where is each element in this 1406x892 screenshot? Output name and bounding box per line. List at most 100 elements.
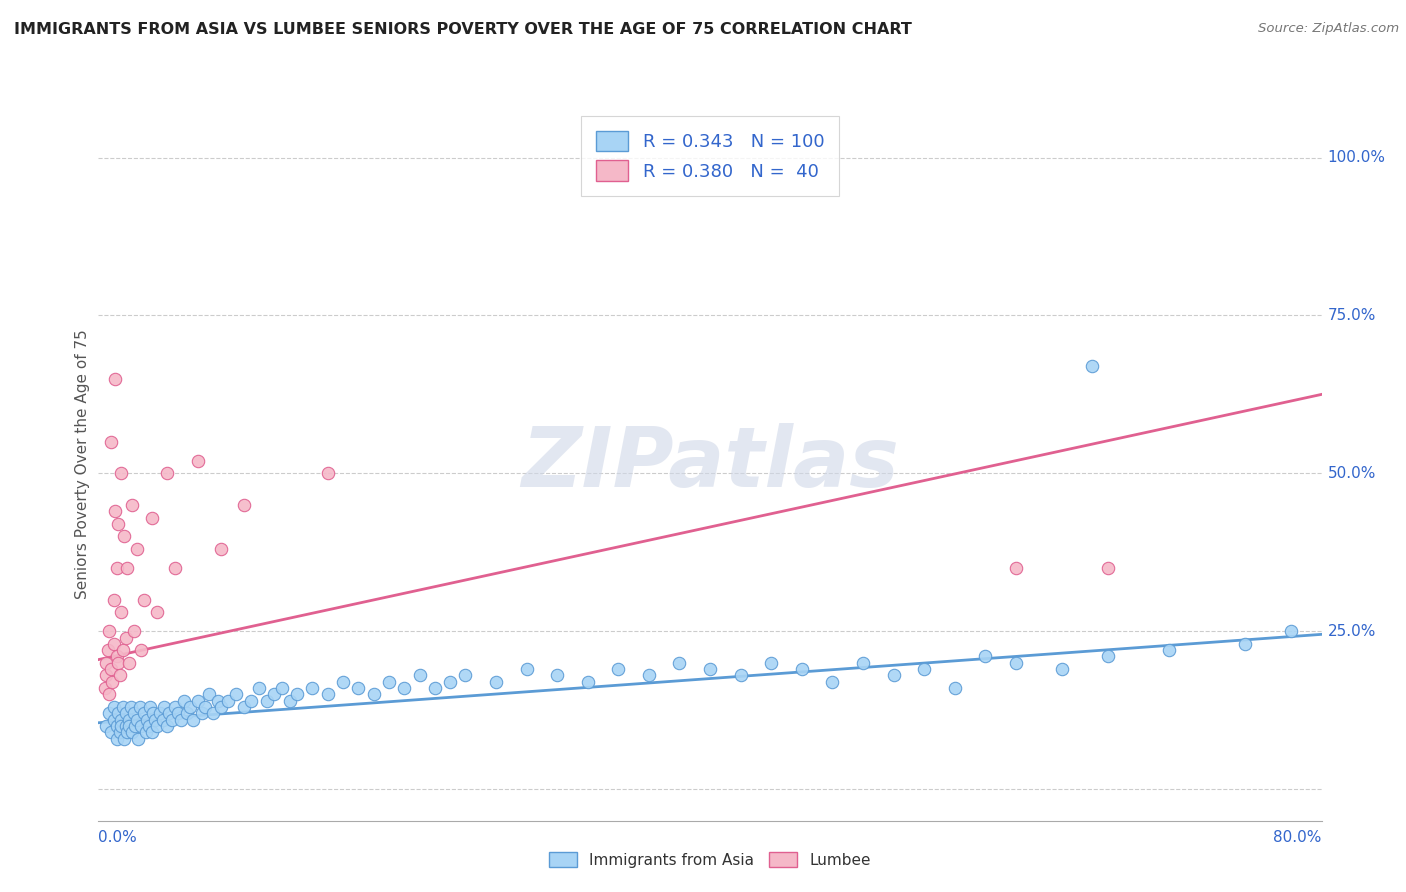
Point <box>111 643 134 657</box>
Point <box>160 713 183 727</box>
Point <box>141 510 163 524</box>
Legend: Immigrants from Asia, Lumbee: Immigrants from Asia, Lumbee <box>543 846 877 873</box>
Point <box>145 719 167 733</box>
Point <box>105 719 128 733</box>
Point <box>143 713 166 727</box>
Point <box>108 668 131 682</box>
Point <box>107 706 129 721</box>
Point <box>240 693 263 707</box>
Point <box>316 467 339 481</box>
Point <box>202 706 225 721</box>
Point <box>576 674 599 689</box>
Point <box>173 693 195 707</box>
Text: 100.0%: 100.0% <box>1327 150 1386 165</box>
Point <box>247 681 270 695</box>
Point <box>104 371 127 385</box>
Text: ZIPatlas: ZIPatlas <box>522 424 898 504</box>
Point <box>145 605 167 619</box>
Text: IMMIGRANTS FROM ASIA VS LUMBEE SENIORS POVERTY OVER THE AGE OF 75 CORRELATION CH: IMMIGRANTS FROM ASIA VS LUMBEE SENIORS P… <box>14 22 912 37</box>
Point <box>124 719 146 733</box>
Point <box>110 467 132 481</box>
Point <box>1081 359 1104 373</box>
Point <box>167 706 190 721</box>
Point <box>118 713 141 727</box>
Point <box>135 725 157 739</box>
Point <box>423 681 446 695</box>
Point <box>332 674 354 689</box>
Point <box>1050 662 1073 676</box>
Point <box>110 713 132 727</box>
Point <box>142 706 165 721</box>
Point <box>156 467 179 481</box>
Y-axis label: Seniors Poverty Over the Age of 75: Seniors Poverty Over the Age of 75 <box>75 329 90 599</box>
Point <box>759 656 782 670</box>
Text: Source: ZipAtlas.com: Source: ZipAtlas.com <box>1258 22 1399 36</box>
Point <box>97 643 120 657</box>
Point <box>263 687 285 701</box>
Point <box>232 700 254 714</box>
Point <box>170 713 193 727</box>
Point <box>110 719 132 733</box>
Point <box>347 681 370 695</box>
Point <box>181 713 204 727</box>
Point <box>105 561 128 575</box>
Point <box>107 656 129 670</box>
Point <box>316 687 339 701</box>
Point <box>943 681 966 695</box>
Point <box>217 693 239 707</box>
Point <box>104 504 127 518</box>
Point <box>122 624 145 639</box>
Point <box>439 674 461 689</box>
Point <box>730 668 752 682</box>
Point <box>134 592 156 607</box>
Point <box>103 592 125 607</box>
Point <box>101 674 124 689</box>
Point <box>225 687 247 701</box>
Point <box>156 719 179 733</box>
Point <box>392 681 416 695</box>
Point <box>883 668 905 682</box>
Point <box>1097 649 1119 664</box>
Point <box>125 542 148 557</box>
Point <box>256 693 278 707</box>
Point <box>105 731 128 746</box>
Point <box>301 681 323 695</box>
Point <box>209 542 232 557</box>
Point <box>187 453 209 467</box>
Point <box>115 706 138 721</box>
Point <box>1157 643 1180 657</box>
Point <box>125 713 148 727</box>
Point <box>112 529 135 543</box>
Point <box>94 668 117 682</box>
Point <box>141 725 163 739</box>
Point <box>912 662 935 676</box>
Text: 25.0%: 25.0% <box>1327 624 1376 639</box>
Point <box>100 434 122 449</box>
Point <box>103 713 125 727</box>
Point <box>852 656 875 670</box>
Point <box>637 668 661 682</box>
Point <box>100 662 122 676</box>
Point <box>107 516 129 531</box>
Point <box>176 706 198 721</box>
Point <box>163 700 186 714</box>
Point <box>207 693 229 707</box>
Point <box>128 700 150 714</box>
Point <box>118 656 141 670</box>
Point <box>157 706 180 721</box>
Point <box>94 719 117 733</box>
Point <box>179 700 201 714</box>
Point <box>134 706 156 721</box>
Point <box>790 662 813 676</box>
Point <box>1004 656 1026 670</box>
Point <box>152 713 174 727</box>
Point <box>821 674 844 689</box>
Point <box>607 662 630 676</box>
Point <box>187 693 209 707</box>
Point <box>546 668 568 682</box>
Point <box>129 643 152 657</box>
Point <box>110 605 132 619</box>
Point <box>115 719 138 733</box>
Point <box>112 731 135 746</box>
Point <box>1279 624 1302 639</box>
